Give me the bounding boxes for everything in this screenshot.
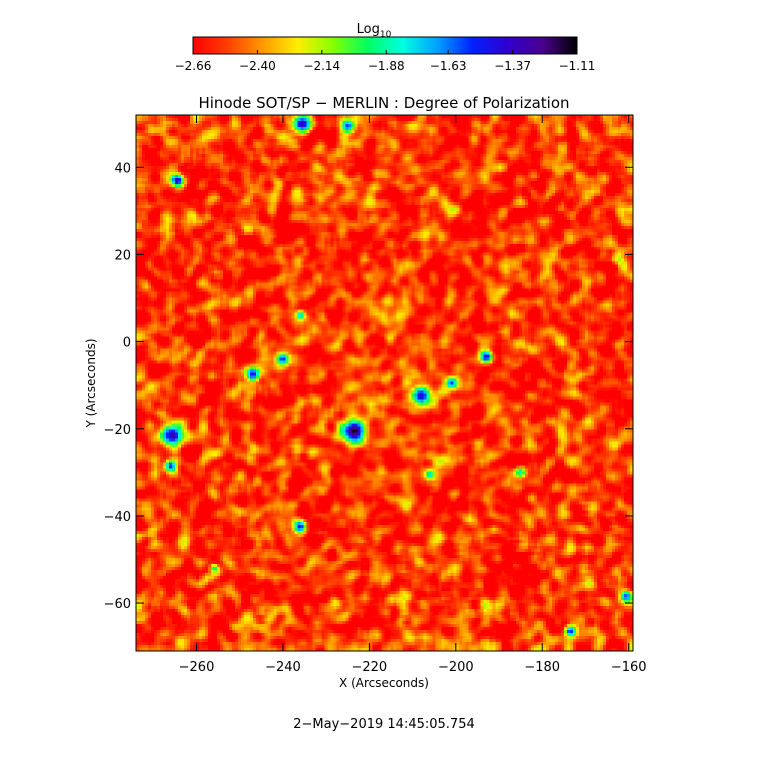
y-tick-label: −40 — [104, 510, 131, 525]
colorbar-ticks: −2.66 −2.40 −2.14 −1.88 −1.63 −1.37 −1.11 — [175, 50, 596, 73]
x-tick-label: −200 — [438, 660, 474, 675]
colorbar-tick-label: −1.63 — [430, 59, 467, 73]
heatmap-image — [136, 115, 633, 651]
x-axis: −260 −240 −220 −200 −180 −160 — [179, 115, 647, 675]
colorbar-tick-label: −2.40 — [239, 59, 276, 73]
colorbar-tick-label: −2.66 — [175, 59, 212, 73]
colorbar-tick-label: −2.14 — [303, 59, 340, 73]
x-tick-label: −180 — [524, 660, 560, 675]
x-axis-label: X (Arcseconds) — [339, 676, 429, 690]
y-axis: −60 −40 −20 0 20 40 — [104, 161, 633, 612]
x-tick-label: −260 — [179, 660, 215, 675]
y-tick-label: −60 — [104, 597, 131, 612]
colorbar: Log10 −2.66 −2.40 −2.14 −1.88 −1.63 −1.37 −1.1… — [175, 22, 596, 73]
colorbar-label: Log10 — [357, 22, 392, 40]
colorbar-tick-label: −1.88 — [368, 59, 405, 73]
chart-title: Hinode SOT/SP − MERLIN : Degree of Polar… — [198, 94, 569, 112]
colorbar-tick-label: −1.11 — [559, 59, 596, 73]
y-tick-label: 40 — [114, 161, 131, 176]
plot-frame — [135, 114, 634, 652]
x-tick-label: −240 — [265, 660, 301, 675]
y-tick-label: 0 — [123, 336, 131, 351]
observation-timestamp: 2−May−2019 14:45:05.754 — [293, 717, 474, 732]
colorbar-gradient — [192, 36, 578, 55]
y-tick-label: −20 — [104, 423, 131, 438]
y-tick-label: 20 — [114, 248, 131, 263]
x-tick-label: −160 — [611, 660, 647, 675]
heatmap-raster — [136, 115, 633, 651]
y-axis-label: Y (Arcseconds) — [84, 338, 98, 428]
x-tick-label: −220 — [352, 660, 388, 675]
colorbar-tick-label: −1.37 — [494, 59, 531, 73]
